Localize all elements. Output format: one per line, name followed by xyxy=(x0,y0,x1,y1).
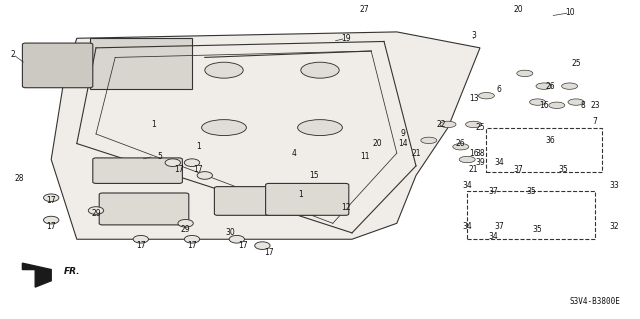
Ellipse shape xyxy=(205,62,243,78)
Text: 17: 17 xyxy=(238,241,248,250)
Text: 30: 30 xyxy=(225,228,236,237)
FancyBboxPatch shape xyxy=(99,193,189,225)
Text: 1: 1 xyxy=(151,120,156,129)
Text: 11: 11 xyxy=(360,152,369,161)
Circle shape xyxy=(184,235,200,243)
Text: 10: 10 xyxy=(564,8,575,17)
Text: 26: 26 xyxy=(545,82,556,91)
Text: 17: 17 xyxy=(187,241,197,250)
Text: 29: 29 xyxy=(180,225,191,234)
FancyBboxPatch shape xyxy=(214,187,317,215)
Ellipse shape xyxy=(202,120,246,136)
Ellipse shape xyxy=(517,70,532,77)
Text: 3: 3 xyxy=(471,31,476,40)
Text: 5: 5 xyxy=(157,152,163,161)
Ellipse shape xyxy=(548,102,564,108)
Text: FR.: FR. xyxy=(64,267,81,276)
Text: 16: 16 xyxy=(539,101,549,110)
Text: 33: 33 xyxy=(609,181,620,189)
Text: 9: 9 xyxy=(401,130,406,138)
Circle shape xyxy=(255,242,270,249)
Text: 37: 37 xyxy=(494,222,504,231)
Text: 37: 37 xyxy=(488,187,498,196)
Text: 34: 34 xyxy=(462,222,472,231)
Text: 26: 26 xyxy=(456,139,466,148)
Text: 25: 25 xyxy=(571,59,581,68)
FancyBboxPatch shape xyxy=(93,158,182,183)
Text: 17: 17 xyxy=(193,165,204,174)
Text: 6: 6 xyxy=(497,85,502,94)
Text: 7: 7 xyxy=(593,117,598,126)
Ellipse shape xyxy=(453,144,468,150)
Text: 32: 32 xyxy=(609,222,620,231)
Text: 23: 23 xyxy=(590,101,600,110)
FancyBboxPatch shape xyxy=(266,183,349,215)
Circle shape xyxy=(44,216,59,224)
Text: 4: 4 xyxy=(292,149,297,158)
Circle shape xyxy=(133,235,148,243)
Text: S3V4-B3800E: S3V4-B3800E xyxy=(570,297,621,306)
Polygon shape xyxy=(22,263,51,287)
Text: 17: 17 xyxy=(264,248,274,256)
Text: 34: 34 xyxy=(462,181,472,189)
Text: 17: 17 xyxy=(174,165,184,174)
Ellipse shape xyxy=(440,121,456,128)
Ellipse shape xyxy=(568,99,584,105)
Text: 35: 35 xyxy=(558,165,568,174)
Text: 37: 37 xyxy=(513,165,524,174)
Ellipse shape xyxy=(460,156,476,163)
Circle shape xyxy=(165,159,180,167)
Text: 15: 15 xyxy=(308,171,319,180)
Text: 29: 29 xyxy=(91,209,101,218)
Ellipse shape xyxy=(421,137,437,144)
Circle shape xyxy=(229,235,244,243)
Circle shape xyxy=(88,207,104,214)
Text: 1: 1 xyxy=(298,190,303,199)
Circle shape xyxy=(44,194,59,202)
Text: 22: 22 xyxy=(437,120,446,129)
Circle shape xyxy=(184,159,200,167)
Text: 21: 21 xyxy=(412,149,420,158)
Text: 17: 17 xyxy=(136,241,146,250)
Circle shape xyxy=(178,219,193,227)
Text: 17: 17 xyxy=(46,197,56,205)
Text: 28: 28 xyxy=(15,174,24,183)
Text: 2: 2 xyxy=(10,50,15,59)
Text: 39: 39 xyxy=(475,158,485,167)
Text: 35: 35 xyxy=(526,187,536,196)
Text: 1: 1 xyxy=(196,142,201,151)
Polygon shape xyxy=(90,38,192,89)
Text: 12: 12 xyxy=(341,203,350,212)
Ellipse shape xyxy=(466,121,482,128)
Text: 16: 16 xyxy=(468,149,479,158)
Text: 36: 36 xyxy=(545,136,556,145)
Text: 34: 34 xyxy=(494,158,504,167)
FancyBboxPatch shape xyxy=(22,43,93,88)
Text: 35: 35 xyxy=(532,225,543,234)
Ellipse shape xyxy=(298,120,342,136)
Text: 14: 14 xyxy=(398,139,408,148)
Text: 17: 17 xyxy=(46,222,56,231)
Polygon shape xyxy=(51,32,480,239)
Text: 13: 13 xyxy=(468,94,479,103)
Ellipse shape xyxy=(562,83,578,89)
Circle shape xyxy=(197,172,212,179)
Ellipse shape xyxy=(479,93,495,99)
Text: 21: 21 xyxy=(469,165,478,174)
Text: 20: 20 xyxy=(513,5,524,14)
Text: 19: 19 xyxy=(340,34,351,43)
Text: 25: 25 xyxy=(475,123,485,132)
Text: 27: 27 xyxy=(360,5,370,14)
Text: 38: 38 xyxy=(475,149,485,158)
Ellipse shape xyxy=(301,62,339,78)
Ellipse shape xyxy=(530,99,545,105)
Ellipse shape xyxy=(536,83,552,89)
Text: 34: 34 xyxy=(488,232,498,241)
Text: 20: 20 xyxy=(372,139,383,148)
Text: 8: 8 xyxy=(580,101,585,110)
